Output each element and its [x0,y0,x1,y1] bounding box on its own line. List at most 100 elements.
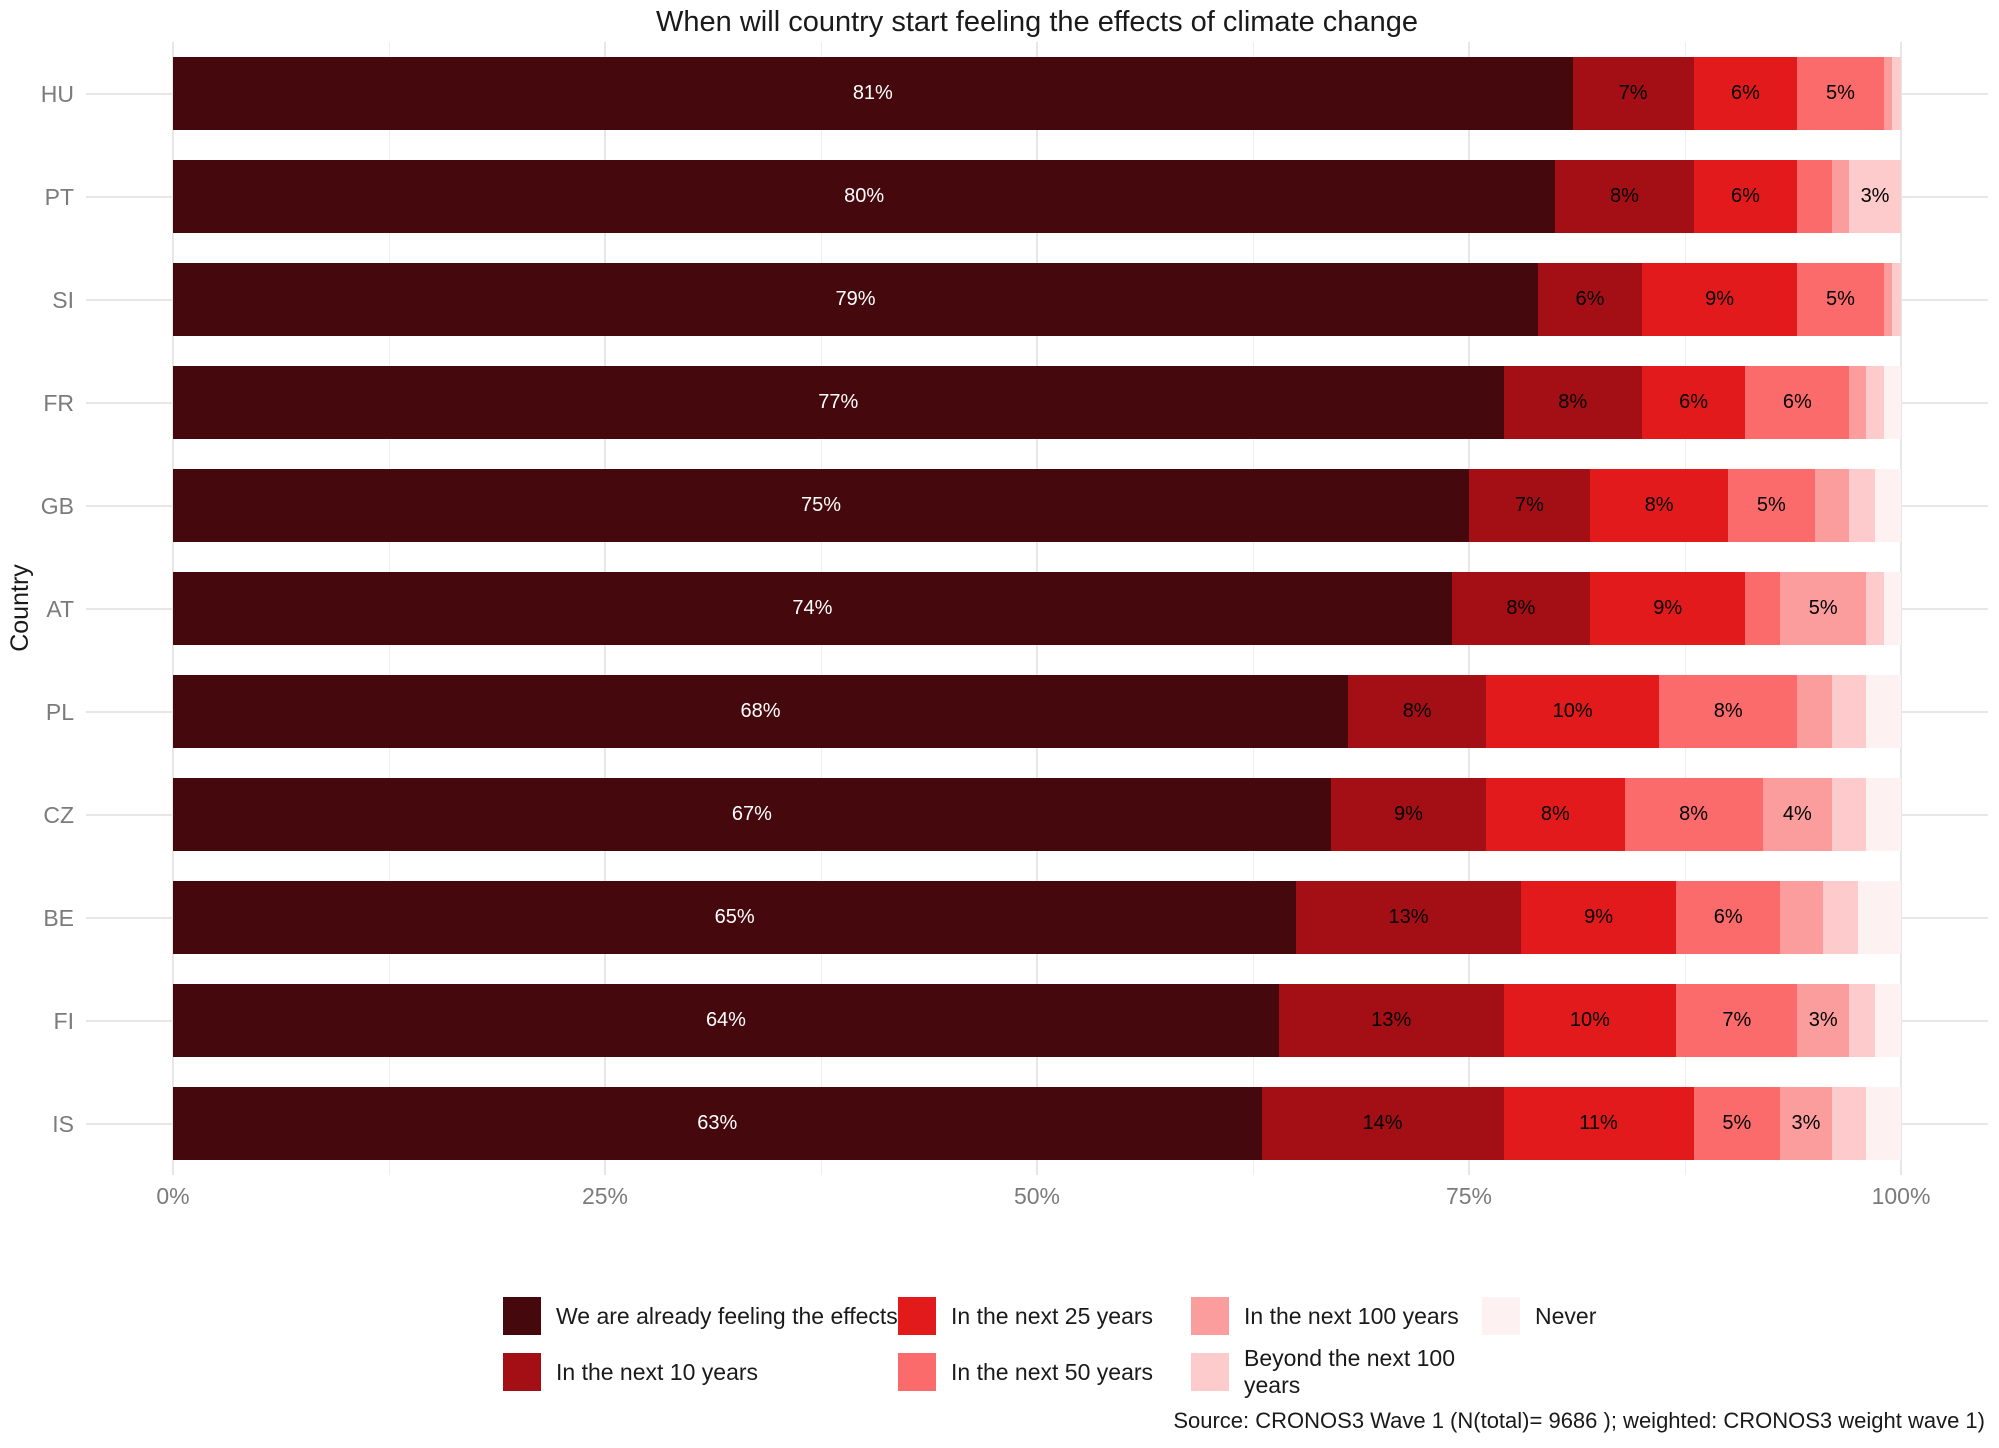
bar-segment [1849,469,1876,542]
bar-segment-label: 3% [1860,185,1890,207]
bar-segment: 3% [1797,984,1850,1057]
chart-title: When will country start feeling the effe… [656,6,1418,38]
bar-row-gb: 75% 7% 8% 5% [173,469,1901,542]
bar-segment: 8% [1589,469,1729,542]
legend-swatch [503,1297,541,1335]
bar-segment-label: 79% [835,288,876,310]
bar-segment-label: 7% [1618,82,1648,104]
bar-segment-label: 9% [1705,288,1734,310]
bar-segment-label: 10% [1552,700,1593,722]
bar-segment: 5% [1797,57,1884,130]
bar-segment [1866,778,1901,851]
bar-segment [1892,263,1901,336]
legend-label: We are already feeling the effects [556,1302,898,1329]
bar-segment: 7% [1469,469,1590,542]
bar-segment [1831,675,1867,748]
bar-segment [1866,572,1884,645]
bar-segment-label: 80% [844,185,885,207]
bar-segment: 80% [173,160,1556,233]
bar-segment [1883,572,1901,645]
bar-segment-label: 13% [1388,906,1429,928]
bar-segment-label: 10% [1569,1009,1610,1031]
bar-segment: 65% [173,881,1297,954]
bar-segment: 5% [1693,1087,1780,1160]
bar-segment: 3% [1849,160,1901,233]
bar-segment-label: 67% [731,803,772,825]
bar-segment [1780,881,1824,954]
legend-label: In the next 100 years [1244,1302,1459,1329]
bar-segment: 75% [173,469,1469,542]
bar-segment-label: 5% [1722,1112,1752,1134]
bar-segment: 14% [1261,1087,1504,1160]
bar-segment-label: 64% [705,1009,746,1031]
y-tick-label: IS [52,1110,74,1137]
legend-item: In the next 50 years [898,1353,1191,1391]
legend-item: Never [1482,1297,1722,1335]
bar-segment-label: 5% [1826,82,1855,104]
legend-item: We are already feeling the effects [503,1297,898,1335]
y-tick-label: PT [44,183,74,210]
bar-segment: 6% [1745,366,1850,439]
bar-segment: 79% [173,263,1539,336]
bar-segment-label: 7% [1722,1009,1752,1031]
bar-segment: 6% [1538,263,1642,336]
bar-segment: 64% [173,984,1279,1057]
x-tick-label: 100% [1871,1183,1931,1209]
bar-segment-label: 74% [792,597,833,619]
bar-row-fr: 77% 8% 6% 6% [173,366,1901,439]
bar-segment: 9% [1589,572,1746,645]
bar-segment [1875,469,1901,542]
y-tick-label: AT [46,595,74,622]
bar-segment: 74% [173,572,1452,645]
bar-segment: 8% [1555,160,1694,233]
bar-segment-label: 5% [1826,288,1855,310]
legend-item: Beyond the next 100 years [1191,1345,1482,1399]
bar-segment [1866,675,1901,748]
legend-label: In the next 50 years [951,1358,1154,1385]
legend-label: In the next 10 years [556,1358,759,1385]
bar-segment [1849,366,1867,439]
bar-segment [1745,572,1781,645]
bar-row-pl: 68% 8% 10% 8% [173,675,1901,748]
legend-label: Never [1535,1302,1597,1329]
bar-segment [1883,263,1893,336]
bar-row-at: 74% 8% 9% 5% [173,572,1901,645]
bar-segment: 13% [1296,881,1521,954]
bar-segment-label: 65% [714,906,755,928]
bar-segment-label: 5% [1808,597,1838,619]
bar-segment-label: 3% [1791,1112,1821,1134]
bar-segment: 5% [1780,572,1867,645]
bar-row-fi: 64% 13% 10% 7% 3% [173,984,1901,1057]
bar-segment: 10% [1486,675,1660,748]
bar-segment: 63% [173,1087,1262,1160]
y-tick-label: HU [40,80,74,107]
bar-segment: 13% [1278,984,1504,1057]
bar-segment [1814,469,1850,542]
bar-segment: 7% [1676,984,1798,1057]
bar-segment: 77% [173,366,1504,439]
bar-segment [1797,675,1832,748]
source-note: Source: CRONOS3 Wave 1 (N(total)= 9686 )… [1173,1408,1985,1433]
bar-segment: 11% [1503,1087,1694,1160]
bar-segment: 8% [1486,778,1625,851]
bar-segment [1875,984,1901,1057]
y-tick-label: GB [40,492,74,519]
x-tick-label: 75% [1445,1183,1493,1209]
bar-segment-label: 5% [1756,494,1786,516]
bar-segment: 8% [1659,675,1798,748]
bar-segment [1892,57,1901,130]
bar-segment: 5% [1797,263,1884,336]
bar-segment: 8% [1451,572,1590,645]
bar-segment: 6% [1676,881,1780,954]
bar-segment-label: 68% [740,700,781,722]
bar-segment: 68% [173,675,1349,748]
legend: We are already feeling the effects In the… [503,1288,1722,1400]
bar-segment: 3% [1780,1087,1832,1160]
legend-label: Beyond the next 100 years [1244,1345,1455,1398]
bar-segment [1831,160,1850,233]
bar-segment-label: 8% [1506,597,1536,619]
legend-item: In the next 10 years [503,1353,898,1391]
bar-segment-label: 6% [1713,906,1743,928]
bar-segment-label: 4% [1782,803,1812,825]
y-tick-label: SI [52,286,74,313]
